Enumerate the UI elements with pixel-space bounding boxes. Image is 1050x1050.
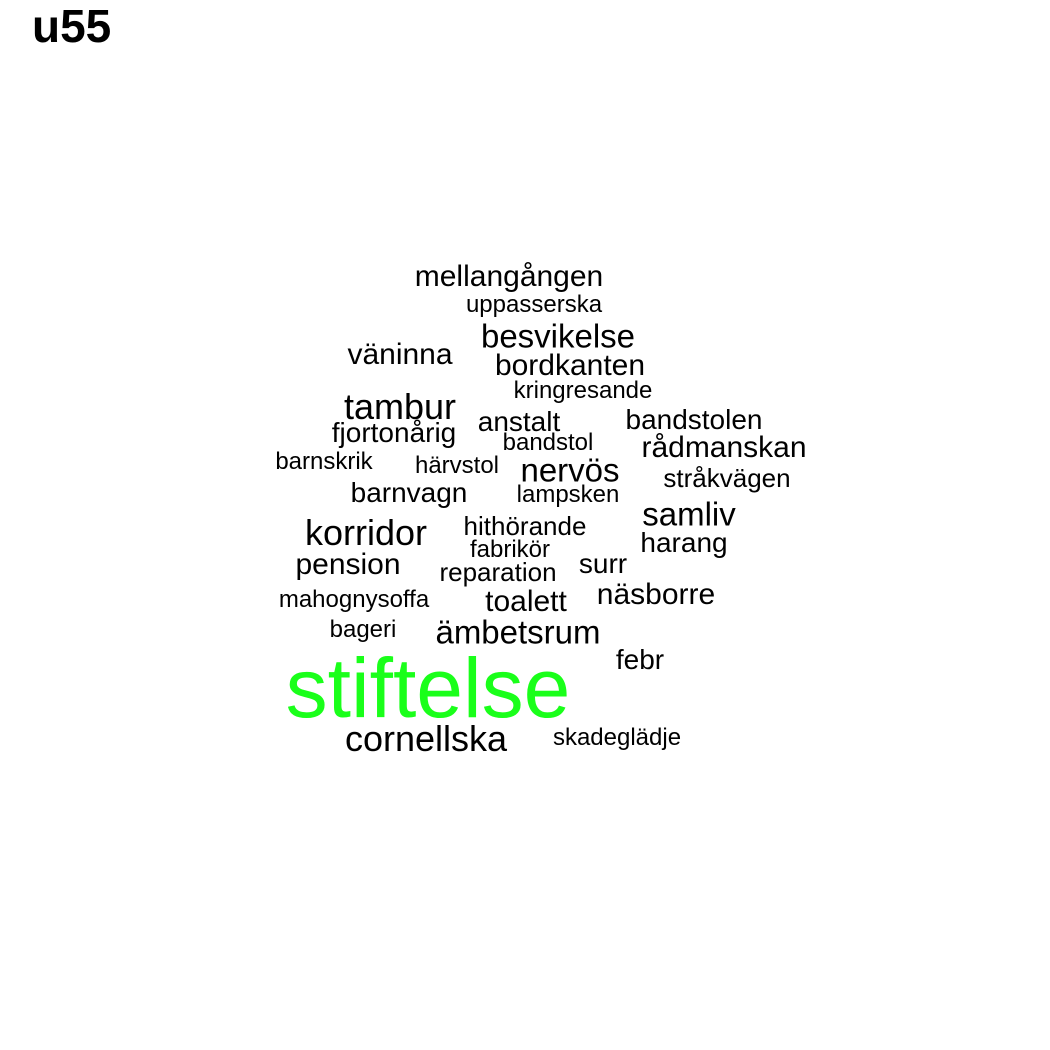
word-4: bordkanten [494,349,646,382]
word-5: kringresande [513,377,653,404]
word-21: fabrikör [469,536,551,563]
word-1: uppasserska [465,291,603,318]
word-20: hithörande [463,511,587,541]
word-0: mellangången [414,260,604,293]
word-32: stiftelse [285,641,571,735]
word-22: harang [640,527,728,558]
word-30: ämbetsrum [435,613,601,651]
word-6: tambur [343,386,457,427]
word-3: väninna [347,338,453,371]
word-9: fjortonårig [331,417,457,448]
word-16: barnvagn [350,477,468,508]
word-15: stråkvägen [663,463,791,493]
word-8: bandstolen [625,404,763,435]
word-10: bandstol [502,429,594,456]
word-31: febr [615,644,665,675]
word-7: anstalt [477,406,561,437]
word-33: cornellska [344,718,508,759]
word-34: skadeglädje [552,724,682,751]
word-28: toalett [485,585,567,618]
word-25: reparation [439,557,557,587]
word-26: näsborre [596,578,716,611]
word-17: lampsken [516,481,620,508]
word-23: pension [295,548,401,581]
word-29: bageri [329,616,397,643]
word-24: surr [578,548,628,579]
word-18: samliv [642,495,736,533]
word-12: barnskrik [275,448,373,475]
word-14: nervös [520,451,620,489]
word-27: mahognysoffa [278,586,430,613]
word-19: korridor [304,512,428,553]
word-11: rådmanskan [641,431,807,464]
word-13: härvstol [414,452,500,479]
page-title: u55 [32,0,112,52]
word-2: besvikelse [480,317,636,355]
